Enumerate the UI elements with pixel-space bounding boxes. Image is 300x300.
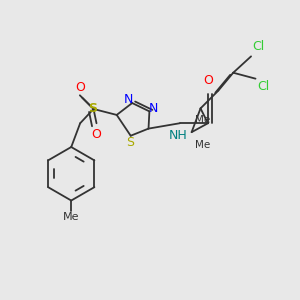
Text: O: O	[203, 74, 213, 87]
Text: O: O	[92, 128, 101, 141]
Text: S: S	[126, 136, 134, 149]
Text: Me: Me	[195, 140, 210, 150]
Text: NH: NH	[169, 129, 188, 142]
Text: Cl: Cl	[257, 80, 269, 93]
Text: N: N	[148, 103, 158, 116]
Text: Me: Me	[195, 115, 210, 125]
Text: S: S	[88, 102, 98, 115]
Text: Me: Me	[63, 212, 80, 222]
Text: O: O	[75, 81, 85, 94]
Text: Cl: Cl	[253, 40, 265, 53]
Text: N: N	[124, 93, 133, 106]
